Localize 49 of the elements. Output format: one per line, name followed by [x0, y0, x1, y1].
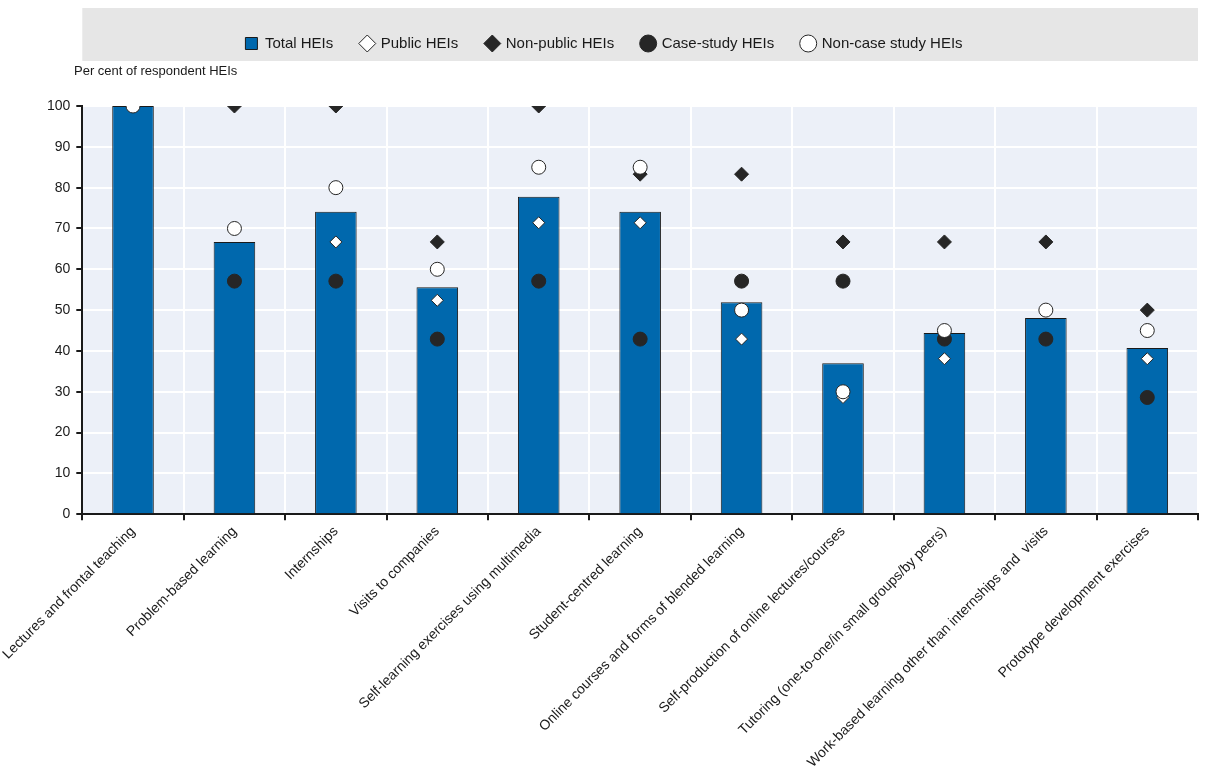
point — [328, 273, 344, 289]
point — [430, 293, 444, 307]
y-tick-label: 80 — [54, 178, 71, 195]
point — [429, 234, 445, 250]
point — [328, 180, 344, 196]
point — [1140, 352, 1154, 366]
y-tick-label: 20 — [54, 423, 71, 440]
point — [936, 234, 952, 250]
point — [734, 273, 750, 289]
point — [329, 235, 343, 249]
y-tick-label: 50 — [54, 300, 71, 317]
point — [936, 323, 952, 339]
point — [835, 234, 851, 250]
point — [632, 331, 648, 347]
point — [1139, 302, 1155, 318]
y-tick-label: 10 — [54, 464, 71, 481]
point — [1139, 389, 1155, 405]
legend-label: Case-study HEIs — [661, 33, 775, 51]
point — [1038, 302, 1054, 318]
point — [632, 159, 648, 175]
point — [531, 273, 547, 289]
point — [226, 220, 242, 236]
point — [531, 159, 547, 175]
y-tick-label: 60 — [54, 260, 71, 277]
point — [1038, 234, 1054, 250]
point — [734, 302, 750, 318]
point — [429, 331, 445, 347]
legend-label: Non-public HEIs — [505, 33, 615, 51]
y-tick-label: 30 — [54, 382, 71, 399]
point — [532, 216, 546, 230]
point — [1139, 323, 1155, 339]
point — [633, 216, 647, 230]
y-tick-label: 40 — [54, 341, 71, 358]
y-tick-label: 70 — [54, 219, 71, 236]
point — [429, 261, 445, 277]
legend-label: Total HEIs — [264, 33, 334, 51]
y-tick-label: 90 — [54, 137, 71, 154]
legend-label: Non-case study HEIs — [821, 33, 963, 51]
point — [1038, 331, 1054, 347]
y-tick-label: 0 — [62, 505, 71, 522]
y-axis-title: Per cent of respondent HEIs — [74, 63, 238, 79]
point — [734, 166, 750, 182]
y-tick-label: 100 — [46, 96, 71, 113]
point — [226, 273, 242, 289]
point — [835, 384, 851, 400]
point — [835, 273, 851, 289]
legend-label: Public HEIs — [380, 33, 459, 51]
point — [937, 352, 951, 366]
point — [735, 332, 749, 346]
